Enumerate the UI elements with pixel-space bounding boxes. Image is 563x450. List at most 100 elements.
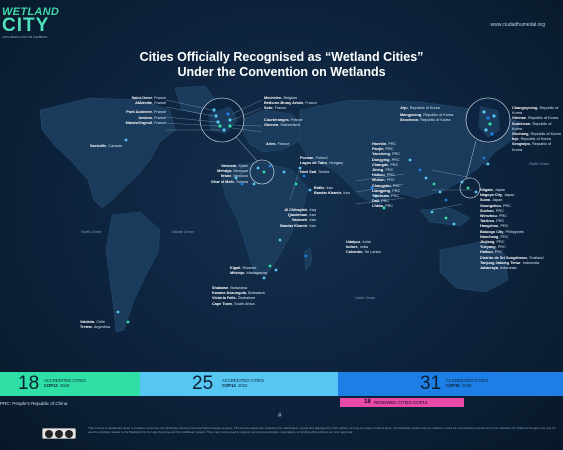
city-label-group-middle-east: Bidlis, Iran Bandar Khamir, Iran xyxy=(314,186,350,196)
city-dot xyxy=(408,158,412,162)
city-dot xyxy=(262,276,266,280)
accredited-caption: ACCREDITED CITIES COP13 2018 xyxy=(44,378,86,388)
city-dot xyxy=(424,176,428,180)
city-dot xyxy=(382,206,386,210)
city-dot xyxy=(482,110,486,114)
city-dot xyxy=(228,124,232,128)
city-dots xyxy=(116,108,496,324)
website-link[interactable]: www.ciudadhumedal.org xyxy=(490,22,545,28)
city-dot xyxy=(486,162,490,166)
city-label: Arles, France xyxy=(266,142,290,146)
city-dot xyxy=(234,176,238,180)
page-title: Cities Officially Recognised as “Wetland… xyxy=(0,50,563,80)
city-dot xyxy=(488,122,492,126)
city-dot xyxy=(274,268,278,272)
city-dot xyxy=(216,120,220,124)
city-label-group-south-america: Valdivia, Chile Trelew, Argentina xyxy=(80,320,110,330)
south-america-shape xyxy=(105,211,161,333)
city-dot xyxy=(430,210,434,214)
city-dot xyxy=(486,116,490,120)
city-label-group-southern-africa: Shakawe, Botswana Kasane-Kazungula, Bots… xyxy=(212,286,265,306)
australia-shape xyxy=(439,241,509,293)
city-dot xyxy=(374,194,378,198)
ocean-label: Indian Ocean xyxy=(355,296,375,300)
accredited-count: 18 xyxy=(18,373,40,394)
city-dot xyxy=(474,190,478,194)
city-dot xyxy=(256,166,260,170)
city-dot xyxy=(282,170,286,174)
world-map-graphic xyxy=(39,85,521,333)
city-dot xyxy=(302,174,306,178)
city-dot xyxy=(228,118,232,122)
title-line-1: Cities Officially Recognised as “Wetland… xyxy=(139,50,424,64)
logo-city-text: CITY xyxy=(2,15,50,36)
license-text: This content is distributed under a Crea… xyxy=(88,426,556,434)
logo-tagline: LATIN AMERICA AND THE CARIBBEAN xyxy=(2,36,48,39)
prc-footnote: PRC: People’s Republic of China xyxy=(0,401,68,406)
city-label-group-central-europe: Poznan, Poland Lagos de Tatra, Hungary N… xyxy=(300,156,344,175)
city-label-group-korea-right: Changnyeong, Republic of Korea Gimhae, R… xyxy=(512,106,561,152)
city-dot xyxy=(226,112,230,116)
ocean-label: Atlantic Ocean xyxy=(172,230,194,234)
city-dot xyxy=(116,310,120,314)
timeline-bar-cop14: 25 ACCREDITED CITIES COP14 2022 xyxy=(140,372,338,396)
africa-shape xyxy=(221,161,309,277)
city-dot xyxy=(460,180,464,184)
timeline-bar-cop13: 18 ACCREDITED CITIES COP13 2018 xyxy=(0,372,140,396)
renewed-label: RENEWED CITIES COP15 xyxy=(374,400,428,405)
city-dot xyxy=(222,128,226,132)
title-line-2: Under the Convention on Wetlands xyxy=(177,65,386,79)
timeline-bar-cop15: 31 ACCREDITED CITIES COP15 2025 xyxy=(338,372,563,396)
city-dot xyxy=(452,222,456,226)
city-dot xyxy=(218,124,222,128)
city-label-group-europe-right: Mechelen, Belgium Bethune-Bruay Artois, … xyxy=(264,96,318,127)
madagascar-shape xyxy=(303,247,313,271)
city-dot xyxy=(370,186,374,190)
city-dot xyxy=(484,128,488,132)
city-dot xyxy=(294,182,298,186)
city-dot xyxy=(240,182,244,186)
city-dot xyxy=(308,188,312,192)
city-label: Sackville, Canada xyxy=(90,144,122,148)
city-dot xyxy=(262,170,266,174)
city-label-group-gulf: Al Chibayish, Iraq Qasdeman, Iran Vasane… xyxy=(280,208,316,228)
renewed-count: 18 xyxy=(364,399,371,405)
city-dot xyxy=(418,168,422,172)
accredited-caption: ACCREDITED CITIES COP15 2025 xyxy=(446,378,488,388)
city-dot xyxy=(124,138,128,142)
wetland-city-logo[interactable]: WETLAND CITY LATIN AMERICA AND THE CARIB… xyxy=(0,6,72,40)
hash-mark: # xyxy=(278,413,282,419)
renewed-cities-badge: 18 RENEWED CITIES COP15 xyxy=(340,398,464,407)
creative-commons-icon[interactable] xyxy=(42,428,76,439)
city-dot xyxy=(304,254,308,258)
logo-wetland-text: WETLAND xyxy=(2,6,60,18)
city-label-group-east-asia: Niigata, Japan Nagoya City, Japan Suwa, … xyxy=(480,188,544,271)
north-america-shape xyxy=(39,97,176,209)
city-dot xyxy=(298,166,302,170)
city-dot xyxy=(490,132,494,136)
city-dot xyxy=(466,186,470,190)
city-label-group-china: Haerbin, PRC Panjin, PRC Yancheng, PRC D… xyxy=(372,142,401,209)
focus-circle-korea xyxy=(459,177,481,199)
city-dot xyxy=(268,264,272,268)
city-dot xyxy=(126,320,130,324)
city-dot xyxy=(252,182,256,186)
accredited-caption: ACCREDITED CITIES COP14 2022 xyxy=(222,378,264,388)
accreditation-timeline: 18 ACCREDITED CITIES COP13 2018 25 ACCRE… xyxy=(0,372,563,396)
world-map: Pacific Ocean Atlantic Ocean Indian Ocea… xyxy=(0,80,563,370)
southeast-asia-islands-shape xyxy=(419,207,471,227)
focus-circle-europe xyxy=(249,159,275,185)
city-label-group-france: Saint-Omer, France Abbeville, France Pon… xyxy=(125,96,166,125)
city-dot xyxy=(214,114,218,118)
city-dot xyxy=(492,114,496,118)
europe-shape xyxy=(239,109,306,153)
city-label-group-north-africa: Valencia, Spain Mehdya, Morocco Ifrane, … xyxy=(211,164,248,184)
accredited-count: 25 xyxy=(192,373,214,394)
city-label-group-korea-left: Jeju, Republic of Korea Mangyeong, Repub… xyxy=(400,106,454,123)
city-dot xyxy=(444,198,448,202)
city-dot xyxy=(268,164,272,168)
city-dot xyxy=(438,190,442,194)
city-dot xyxy=(482,156,486,160)
city-dot xyxy=(432,182,436,186)
